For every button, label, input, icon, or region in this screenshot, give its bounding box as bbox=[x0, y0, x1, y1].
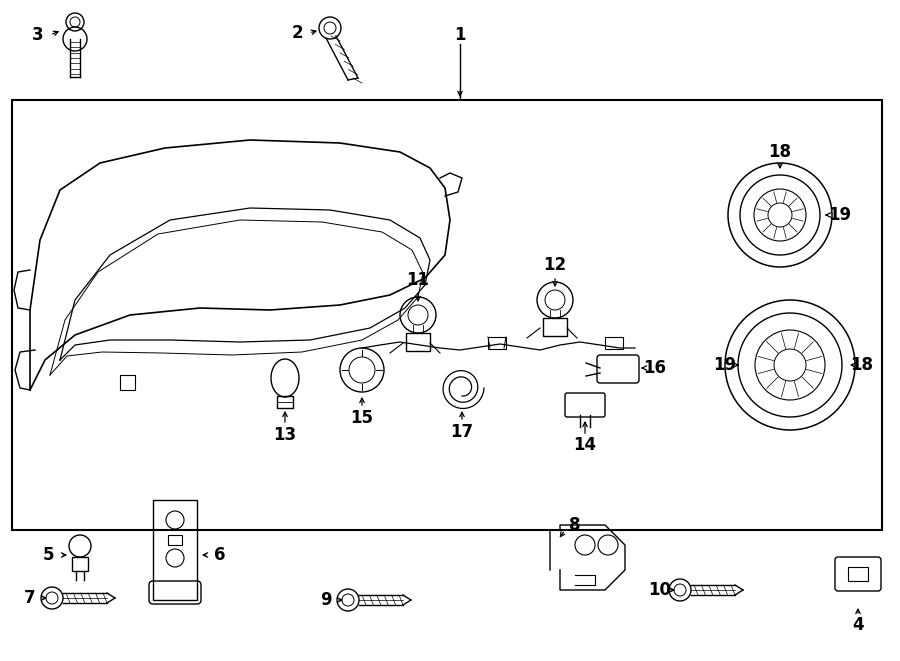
Text: 3: 3 bbox=[32, 26, 44, 44]
Text: 12: 12 bbox=[544, 256, 567, 274]
Text: 15: 15 bbox=[350, 409, 374, 427]
Text: 18: 18 bbox=[769, 143, 791, 161]
Bar bbox=[153, 500, 197, 600]
Text: 11: 11 bbox=[407, 271, 429, 289]
Text: 10: 10 bbox=[649, 581, 671, 599]
Text: 19: 19 bbox=[828, 206, 851, 224]
Text: 19: 19 bbox=[714, 356, 736, 374]
Bar bbox=[848, 567, 868, 581]
Bar bbox=[168, 535, 182, 545]
Text: 13: 13 bbox=[274, 426, 297, 444]
Bar bbox=[488, 337, 506, 349]
Text: 6: 6 bbox=[214, 546, 226, 564]
Text: 18: 18 bbox=[850, 356, 874, 374]
Text: 4: 4 bbox=[852, 616, 864, 634]
Bar bbox=[406, 333, 430, 351]
Bar bbox=[12, 100, 882, 530]
Bar bbox=[605, 337, 623, 349]
Text: 16: 16 bbox=[644, 359, 667, 377]
Text: 7: 7 bbox=[24, 589, 36, 607]
Text: 17: 17 bbox=[450, 423, 473, 441]
Bar bbox=[277, 396, 293, 408]
Text: 2: 2 bbox=[292, 24, 302, 42]
Text: 8: 8 bbox=[569, 516, 580, 534]
Text: 1: 1 bbox=[454, 26, 466, 44]
Bar bbox=[543, 318, 567, 336]
Bar bbox=[72, 557, 88, 571]
Text: 5: 5 bbox=[42, 546, 54, 564]
Text: 14: 14 bbox=[573, 436, 597, 454]
Text: 9: 9 bbox=[320, 591, 332, 609]
